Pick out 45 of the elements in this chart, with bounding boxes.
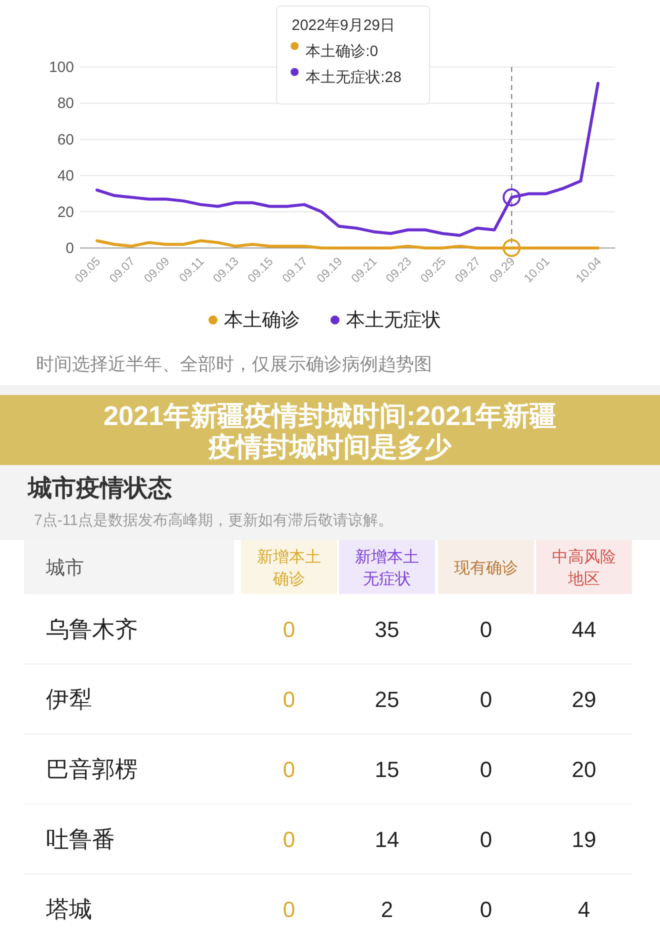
data-label: 0 [282,827,296,852]
y-tick-label: 伊犁 [46,686,92,712]
data-label: 25 [374,687,400,712]
y-tick-label: 40 [57,168,74,185]
data-label: 29 [572,687,596,712]
y-tick-label: 80 [57,95,74,112]
text: 7点-11点是数据发布高峰期，更新如有滞后敬请谅解。 [34,512,393,529]
x-tick-label: 新增本土无症状 [355,548,419,588]
data-label: 0 [282,897,296,922]
y-tick-label: 0 [66,240,74,257]
text: 2022年9月29日 [292,17,396,34]
data-label: 0 [282,617,296,642]
data-label: 0 [480,757,492,782]
data-label: 14 [374,827,400,852]
data-label: 15 [374,757,400,782]
chart-title: 2021年新疆疫情封城时间:2021年新疆疫情封城时间是多少 [103,401,557,462]
data-label: 35 [374,617,400,642]
y-tick-label: 乌鲁木齐 [46,616,138,642]
legend-label: 本土确诊 [224,310,300,331]
chart-subtitle: 城市疫情状态 [27,475,172,502]
data-label: 2 [380,897,394,922]
data-label: 19 [572,827,596,852]
x-tick-label: 中高风险地区 [552,548,616,588]
x-tick-label: 新增本土确诊 [257,548,321,588]
data-label: 20 [572,757,596,782]
text: 时间选择近半年、全部时，仅展示确诊病例趋势图 [36,354,432,374]
y-tick-label: 塔城 [45,896,92,922]
annotation: 本土无症状:28 [306,69,402,86]
y-tick-label: 吐鲁番 [46,826,115,852]
y-tick-label: 巴音郭楞 [46,756,138,782]
data-label: 44 [572,617,596,642]
y-tick-label: 60 [57,131,74,148]
x-tick-label: 现有确诊 [454,560,518,577]
data-label: 0 [480,897,492,922]
y-axis-title: 城市 [45,557,84,579]
data-label: 0 [480,617,492,642]
y-tick-label: 20 [57,204,74,221]
data-label: 0 [480,687,492,712]
data-label: 4 [578,897,590,922]
text: 本土确诊:0 [306,43,378,60]
y-tick-label: 100 [48,59,74,76]
data-label: 0 [282,757,296,782]
legend-label: 本土无症状 [346,310,441,331]
data-label: 0 [282,687,296,712]
data-label: 0 [480,827,492,852]
